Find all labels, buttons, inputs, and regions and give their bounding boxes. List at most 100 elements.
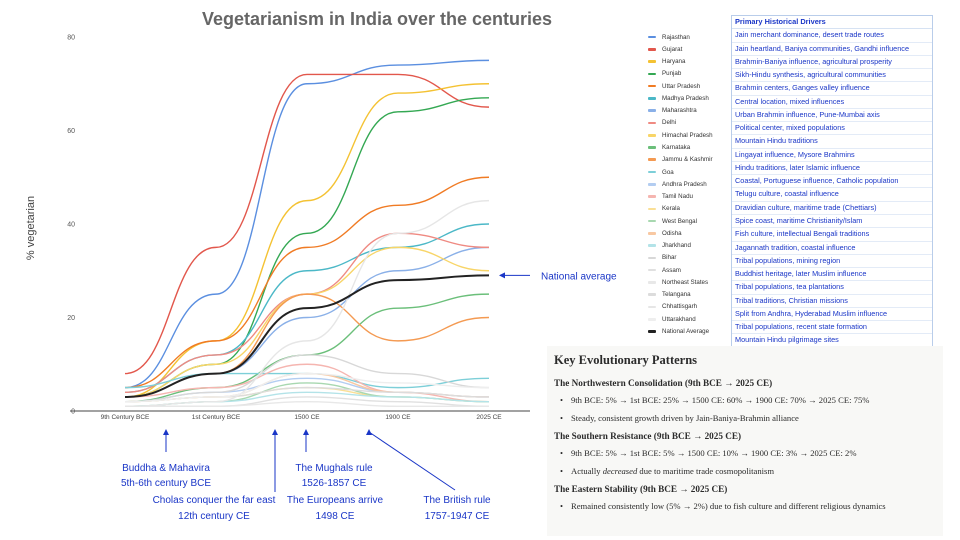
drivers-table-row: Spice coast, maritime Christianity/Islam <box>732 215 932 229</box>
drivers-table-row: Hindu traditions, later Islamic influenc… <box>732 162 932 176</box>
legend-swatch <box>648 133 656 137</box>
legend-swatch <box>648 232 656 235</box>
drivers-table-row: Tribal populations, recent state formati… <box>732 321 932 335</box>
patterns-title: Key Evolutionary Patterns <box>554 353 698 367</box>
drivers-table-row: Jain heartland, Baniya communities, Gand… <box>732 43 932 56</box>
series-line-national-average <box>124 274 490 398</box>
drivers-table-row: Lingayat influence, Mysore Brahmins <box>732 149 932 162</box>
legend-swatch <box>648 60 656 63</box>
legend-label: Jammu & Kashmir <box>662 156 713 164</box>
legend-item: Jharkhand <box>648 240 732 252</box>
bullet-icon: • <box>560 413 564 423</box>
pattern-bullet-text: Steady, consistent growth driven by Jain… <box>571 413 799 423</box>
legend-item: Haryana <box>648 56 732 68</box>
chart-legend: Rajasthan Gujarat Haryana Punjab Uttar Prade… <box>648 31 732 338</box>
series-line-uttar-pradesh <box>124 176 490 389</box>
legend-swatch <box>648 244 656 247</box>
legend-item: Punjab <box>648 68 732 80</box>
drivers-table-row: Split from Andhra, Hyderabad Muslim infl… <box>732 308 932 322</box>
event-arrow-head <box>163 429 169 435</box>
legend-label: Telangana <box>662 291 691 299</box>
legend-swatch <box>648 97 656 100</box>
legend-item: National Average <box>648 325 732 337</box>
event-label: Buddha & Mahavira <box>122 463 210 474</box>
legend-swatch <box>648 219 656 223</box>
series-line-karnataka <box>124 293 490 403</box>
legend-swatch <box>648 207 656 211</box>
event-connector <box>368 431 456 491</box>
x-tick-label: 1st Century BCE <box>192 414 241 421</box>
legend-item: Gujarat <box>648 43 732 55</box>
pattern-bullet: • Actually decreased due to maritime trad… <box>560 466 936 476</box>
legend-swatch <box>648 170 656 174</box>
drivers-table-row: Buddhist heritage, later Muslim influenc… <box>732 268 932 282</box>
series-line-delhi <box>124 232 490 393</box>
series-line-haryana <box>124 83 490 398</box>
y-tick-label: 40 <box>67 222 75 229</box>
drivers-table-row: Dravidian culture, maritime trade (Chett… <box>732 202 932 216</box>
legend-label: Himachal Pradesh <box>662 131 713 139</box>
legend-item: Delhi <box>648 117 732 129</box>
event-markers: Buddha & Mahavira 5th-6th century BCEChol… <box>121 429 491 522</box>
legend-label: Tamil Nadu <box>662 193 693 201</box>
legend-item: Jammu & Kashmir <box>648 154 732 166</box>
y-tick-label: 0 <box>71 409 75 416</box>
event-label: 5th-6th century BCE <box>121 478 211 489</box>
series-line-chhattisgarh <box>124 199 490 408</box>
pattern-heading: The Southern Resistance (9th BCE → 2025 … <box>554 431 742 441</box>
event-arrow-head <box>303 429 309 435</box>
legend-item: Tamil Nadu <box>648 190 732 202</box>
pattern-heading: The Northwestern Consolidation (9th BCE … <box>554 378 773 388</box>
event-arrow-head <box>272 429 278 435</box>
x-tick-label: 2025 CE <box>476 414 502 421</box>
legend-label: Punjab <box>662 70 682 78</box>
x-tick-label: 9th Century BCE <box>101 414 150 421</box>
pattern-bullet: • 9th BCE: 5% → 1st BCE: 25% → 1500 CE: 6… <box>560 395 936 405</box>
pattern-bullet-text: 9th BCE: 5% → 1st BCE: 25% → 1500 CE: 60… <box>571 395 870 405</box>
drivers-table-row: Brahmin-Baniya influence, agricultural p… <box>732 56 932 70</box>
legend-item: Karnataka <box>648 141 732 153</box>
legend-swatch <box>648 35 656 39</box>
legend-item: Rajasthan <box>648 31 732 43</box>
legend-label: Andhra Pradesh <box>662 180 707 188</box>
y-tick-labels: 0 20 40 60 80 <box>67 35 75 416</box>
drivers-table: Primary Historical Drivers Jain merchant… <box>731 15 933 362</box>
legend-swatch <box>648 109 656 113</box>
y-tick-label: 60 <box>67 128 75 135</box>
event-label: 1498 CE <box>316 511 355 522</box>
event-marker: The Europeans arrive 1498 CE <box>287 495 384 522</box>
drivers-table-row: Mountain Hindu traditions <box>732 135 932 149</box>
drivers-table-row: Tribal populations, mining region <box>732 255 932 269</box>
legend-swatch <box>648 72 656 76</box>
legend-item: Chhattisgarh <box>648 301 732 313</box>
bullet-icon: • <box>560 395 564 405</box>
legend-swatch <box>648 48 656 51</box>
pattern-bullet-text: 9th BCE: 5% → 1st BCE: 5% → 1500 CE: 10%… <box>571 448 857 458</box>
series-line-gujarat <box>124 73 490 375</box>
event-label: 1757-1947 CE <box>425 511 490 522</box>
event-marker: Cholas conquer the far east 12th century … <box>153 429 278 522</box>
drivers-table-row: Telugu culture, coastal influence <box>732 188 932 202</box>
legend-item: Assam <box>648 264 732 276</box>
legend-item: Bihar <box>648 252 732 264</box>
legend-item: Kerala <box>648 203 732 215</box>
legend-item: Goa <box>648 166 732 178</box>
event-marker: The British rule 1757-1947 CE <box>366 429 491 522</box>
bullet-icon: • <box>560 466 564 476</box>
legend-item: West Bengal <box>648 215 732 227</box>
chart-title: Vegetarianism in India over the centurie… <box>202 9 552 29</box>
event-label: The Europeans arrive <box>287 495 384 506</box>
legend-item: Telangana <box>648 289 732 301</box>
legend-swatch <box>648 268 656 272</box>
legend-item: Maharashtra <box>648 105 732 117</box>
legend-swatch <box>648 195 656 198</box>
drivers-table-row: Coastal, Portuguese influence, Catholic … <box>732 175 932 189</box>
bullet-icon: • <box>560 501 564 511</box>
pattern-bullet: • Remained consistently low (5% → 2%) due… <box>560 501 936 511</box>
legend-item: Uttar Pradesh <box>648 80 732 92</box>
national-average-label: National average <box>541 271 617 282</box>
series-line-uttarakhand <box>124 372 490 403</box>
event-label: The Mughals rule <box>295 463 373 474</box>
pattern-heading: The Eastern Stability (9th BCE → 2025 CE… <box>554 484 728 494</box>
legend-item: Uttarakhand <box>648 313 732 325</box>
